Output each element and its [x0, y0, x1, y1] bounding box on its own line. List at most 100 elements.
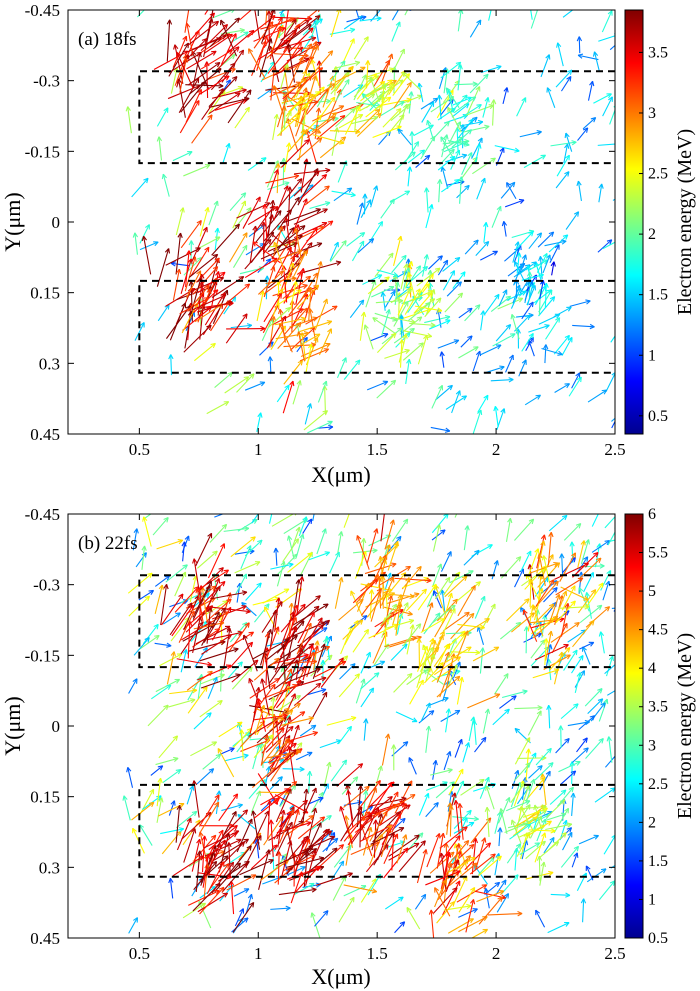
- vector-arrow: [172, 151, 193, 162]
- vector-arrow: [442, 270, 456, 291]
- vector-arrow: [534, 832, 547, 863]
- vector-arrow: [269, 776, 283, 791]
- x-tick-label: 0.5: [129, 440, 150, 459]
- vector-arrow: [546, 704, 552, 729]
- vector-arrow: [436, 94, 443, 120]
- vector-arrow: [147, 704, 169, 727]
- vector-arrow: [408, 302, 431, 321]
- vector-arrow: [229, 192, 247, 211]
- vector-arrow: [226, 325, 266, 332]
- vector-arrow: [360, 651, 371, 674]
- x-tick-label: 2: [492, 944, 501, 963]
- vector-arrow: [200, 23, 229, 52]
- vector-arrow: [306, 645, 319, 678]
- vector-arrow: [168, 877, 174, 899]
- vector-arrow: [216, 810, 237, 848]
- colorbar-ticks: 0.5 1 1.5 2 2.5 3 3.5: [639, 44, 668, 425]
- vector-arrow: [266, 315, 287, 349]
- x-axis-label: X(μm): [311, 462, 370, 487]
- vector-arrow: [605, 371, 615, 392]
- vector-arrow: [440, 862, 453, 895]
- vector-arrow: [268, 514, 273, 524]
- vector-arrow: [440, 709, 461, 722]
- vector-arrow: [254, 704, 266, 736]
- vector-arrow: [478, 855, 502, 877]
- vector-arrow: [381, 327, 403, 345]
- vector-arrow: [278, 36, 317, 50]
- vector-arrow: [204, 33, 233, 54]
- vector-arrow: [258, 270, 284, 295]
- y-tick-label: 0.45: [30, 425, 60, 444]
- vector-arrow: [270, 562, 294, 570]
- vector-arrow: [311, 112, 338, 133]
- vector-arrow: [553, 306, 572, 318]
- vector-arrow: [330, 71, 350, 95]
- vector-arrow: [156, 136, 163, 161]
- vector-arrow: [555, 737, 570, 754]
- vector-arrow: [228, 622, 250, 652]
- vector-arrow: [181, 541, 187, 562]
- vector-arrow: [179, 100, 200, 134]
- vector-arrow: [402, 342, 424, 361]
- vector-arrow: [312, 105, 345, 122]
- vector-arrow: [514, 762, 531, 782]
- vector-arrow: [276, 851, 282, 885]
- vector-arrow: [338, 896, 355, 923]
- vector-arrow: [239, 859, 274, 876]
- vector-arrow: [392, 274, 399, 301]
- vector-arrow: [187, 284, 210, 312]
- colorbar-tick-label: 0.5: [648, 930, 668, 947]
- vector-arrow: [295, 267, 306, 305]
- vector-arrow: [366, 380, 389, 391]
- vector-arrow: [234, 561, 261, 574]
- vector-arrow: [369, 76, 381, 103]
- vector-arrow: [317, 380, 328, 403]
- vector-arrow: [490, 99, 497, 126]
- vector-arrow: [192, 616, 203, 654]
- vector-arrow: [496, 893, 510, 913]
- vector-arrow: [305, 822, 322, 857]
- colorbar-tick-label: 1: [648, 891, 656, 908]
- vector-arrow: [269, 25, 282, 60]
- vector-arrow: [366, 528, 379, 565]
- vector-arrow: [543, 344, 549, 364]
- vector-arrow: [414, 893, 427, 910]
- vector-arrow: [555, 171, 570, 189]
- vector-arrow: [260, 734, 270, 766]
- vector-arrow: [472, 409, 483, 434]
- vector-arrow: [214, 46, 240, 73]
- vector-arrow: [267, 749, 297, 778]
- vector-arrow: [266, 169, 279, 202]
- vector-arrow: [260, 788, 290, 806]
- vector-arrow: [549, 244, 560, 263]
- vector-arrow: [424, 187, 430, 213]
- vector-arrow: [524, 279, 534, 301]
- vector-arrow: [233, 888, 250, 897]
- vector-arrow: [381, 309, 391, 336]
- vector-arrow: [439, 852, 447, 890]
- vector-arrow: [170, 261, 190, 267]
- vector-arrow: [577, 589, 597, 614]
- vector-arrow: [173, 44, 184, 85]
- vector-arrow: [374, 252, 394, 278]
- vector-arrow: [506, 182, 517, 200]
- vector-arrow: [553, 807, 570, 834]
- vector-arrow: [275, 289, 302, 307]
- vector-arrow: [131, 177, 149, 198]
- vector-arrow: [409, 290, 434, 302]
- vector-arrow: [391, 518, 409, 542]
- vector-arrow: [499, 695, 517, 709]
- vector-arrow: [432, 759, 438, 780]
- vector-arrow: [509, 823, 532, 840]
- vector-arrow: [286, 99, 319, 108]
- vector-arrow: [207, 543, 226, 579]
- vector-arrow: [291, 118, 322, 134]
- vector-arrow: [195, 532, 213, 567]
- vector-arrow: [425, 802, 439, 818]
- vector-arrow: [528, 324, 550, 333]
- vector-arrow: [360, 199, 372, 218]
- vector-arrow: [299, 320, 333, 333]
- vector-arrow: [541, 347, 563, 356]
- vector-arrow: [502, 87, 509, 105]
- vector-arrow: [498, 289, 508, 307]
